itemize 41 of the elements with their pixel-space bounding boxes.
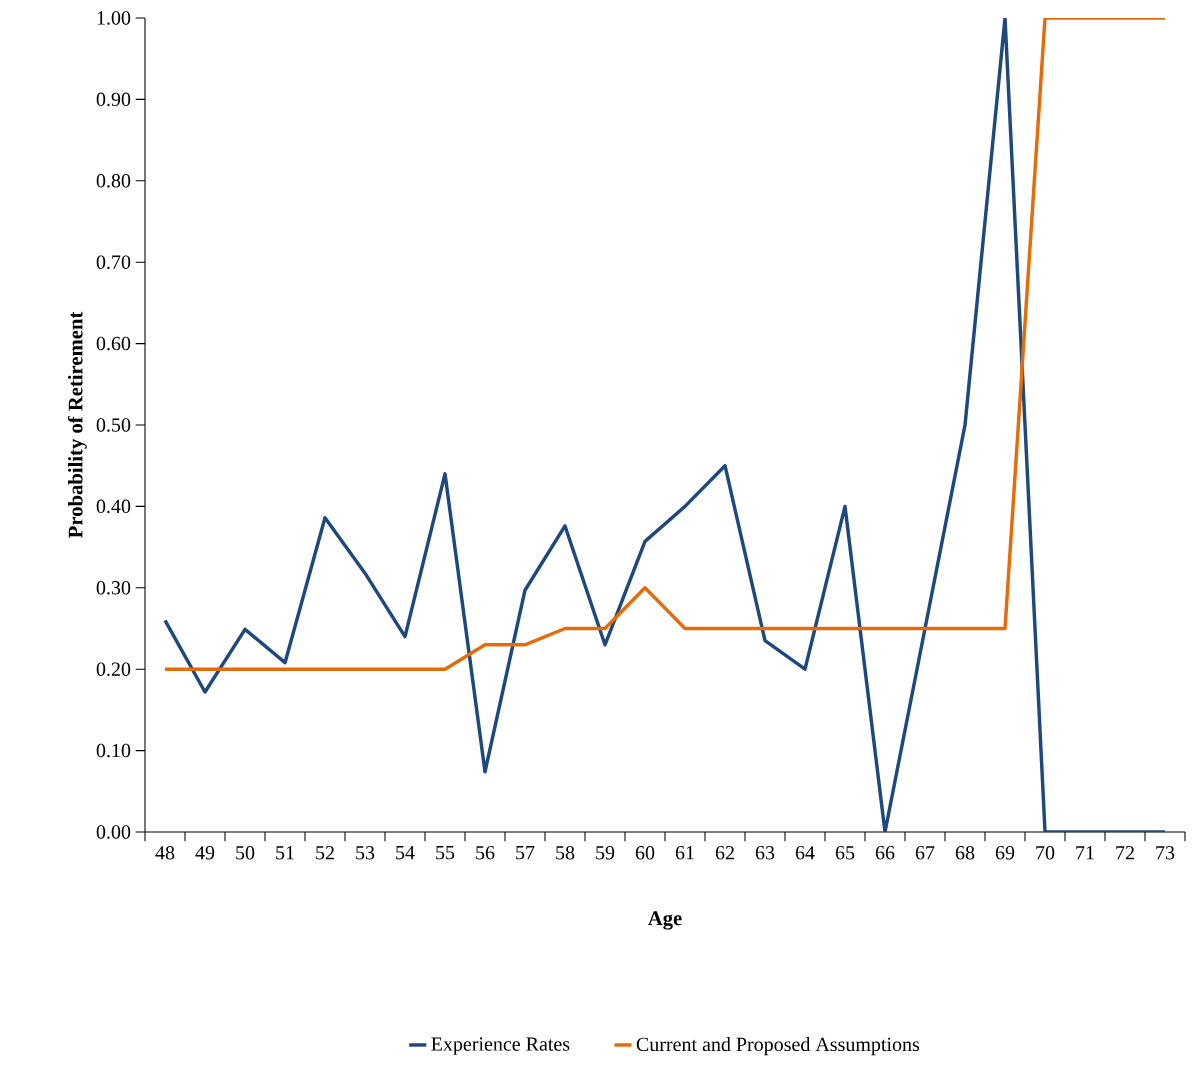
- y-tick-label: 0.10: [96, 743, 131, 758]
- x-tick-label: 51: [276, 846, 294, 860]
- x-tick-label: 53: [356, 846, 375, 860]
- x-tick-label: 61: [675, 846, 694, 860]
- x-tick-label: 60: [635, 846, 655, 860]
- x-tick-label: 55: [436, 846, 455, 860]
- x-tick-label: 62: [715, 846, 734, 860]
- y-tick-label: 0.40: [96, 499, 131, 514]
- x-tick-label: 56: [476, 846, 495, 860]
- legend-label: Experience Rates: [431, 1037, 570, 1055]
- x-tick-label: 69: [995, 846, 1015, 860]
- y-tick-label: 0.70: [96, 255, 131, 269]
- x-tick-label: 71: [1076, 846, 1094, 860]
- x-tick-label: 68: [955, 846, 975, 860]
- x-tick-label: 72: [1116, 846, 1134, 860]
- x-tick-label: 58: [556, 846, 575, 860]
- y-tick-label: 0.90: [96, 92, 131, 107]
- x-tick-label: 52: [316, 846, 334, 860]
- x-tick-label: 66: [875, 846, 895, 860]
- y-tick-label: 0.80: [96, 174, 131, 188]
- x-tick-label: 59: [596, 846, 615, 860]
- y-tick-label: 0.60: [96, 336, 131, 351]
- legend-label: Current and Proposed Assumptions: [636, 1037, 920, 1056]
- x-tick-label: 50: [236, 846, 255, 860]
- y-tick-label: 1.00: [97, 11, 131, 25]
- y-axis-title: Probability of Retirement: [67, 311, 87, 538]
- x-tick-label: 49: [195, 846, 215, 860]
- x-tick-label: 54: [396, 846, 415, 860]
- y-tick-label: 0.50: [96, 418, 131, 432]
- x-tick-label: 48: [155, 846, 175, 860]
- x-tick-label: 73: [1156, 846, 1175, 860]
- x-tick-label: 70: [1036, 846, 1055, 860]
- y-tick-label: 0.00: [96, 825, 131, 839]
- y-tick-label: 0.30: [96, 581, 131, 595]
- x-tick-label: 63: [755, 846, 775, 860]
- x-tick-label: 57: [516, 846, 535, 860]
- x-axis-title: Age: [648, 911, 682, 930]
- y-tick-label: 0.20: [96, 662, 131, 676]
- x-tick-label: 67: [915, 846, 935, 860]
- x-tick-label: 65: [835, 846, 855, 860]
- x-tick-label: 64: [795, 846, 815, 860]
